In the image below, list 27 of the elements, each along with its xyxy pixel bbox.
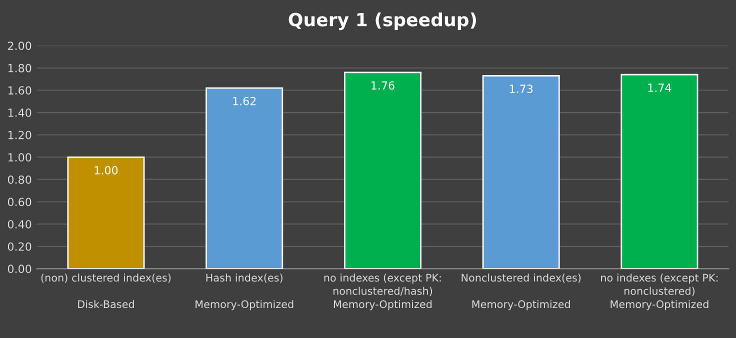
y-tick-label: 0.20	[8, 242, 32, 251]
x-tick-label: no indexes (except PK: nonclustered) Memory-Optimized	[601, 274, 718, 310]
category-label: (non) clustered index(es) Disk-Based	[41, 274, 171, 308]
data-label: 1.00	[94, 166, 118, 174]
data-label: 1.73	[510, 84, 533, 94]
bar	[67, 156, 145, 269]
y-tick-label: 1.40	[8, 108, 32, 117]
y-tick-label: 2.00	[8, 42, 32, 50]
data-label: 1.74	[648, 84, 672, 92]
category-label: Hash index(es) Memory-Optimized	[196, 274, 294, 310]
y-tick-label: 1.20	[8, 130, 32, 140]
bar	[344, 72, 422, 269]
data-label: 1.62	[233, 96, 256, 106]
chart-title: Query 1 (speedup)	[288, 12, 476, 30]
bar	[482, 75, 560, 269]
y-tick-label: 0.40	[8, 220, 32, 228]
y-tick-label: 1.00	[8, 153, 32, 162]
bar	[206, 87, 284, 269]
x-tick-label: no indexes (except PK: nonclustered/hash) Memory-Optimized	[324, 274, 441, 310]
y-tick-label: 1.80	[8, 64, 32, 72]
y-tick-label: 1.60	[8, 86, 32, 95]
y-tick-label: 0.00	[8, 264, 32, 274]
data-label: 1.76	[372, 81, 394, 90]
bar	[620, 74, 698, 269]
y-tick-label: 0.80	[8, 175, 32, 184]
category-label: Nonclustered index(es) Memory-Optimized	[462, 274, 581, 310]
y-tick-label: 0.60	[8, 198, 32, 206]
